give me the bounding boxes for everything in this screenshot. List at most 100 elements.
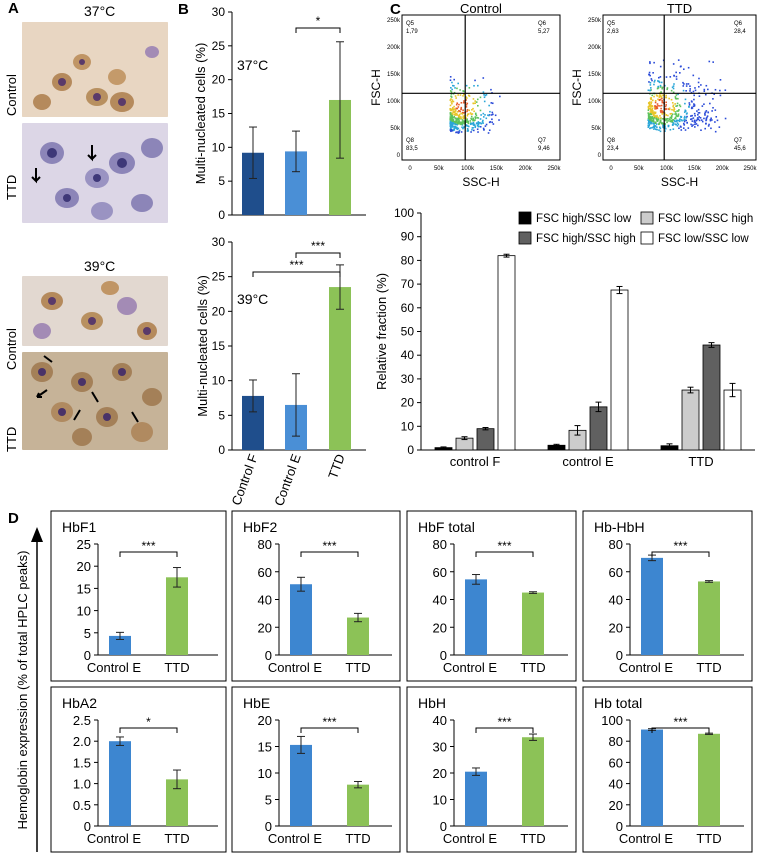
flow-point: [657, 76, 660, 79]
flow-point: [651, 79, 653, 82]
b-tick-label-0: 20: [212, 73, 226, 87]
flow-point: [462, 101, 465, 104]
flow-point: [461, 122, 464, 124]
flow-point: [650, 121, 653, 124]
b-tick-label-0: 15: [212, 107, 226, 121]
flow-point: [700, 119, 703, 121]
b-tick-label-0: 5: [218, 174, 225, 188]
flow-point: [474, 112, 477, 115]
flow-point: [477, 121, 480, 123]
c-legend-swatch-2: [518, 231, 532, 245]
flow-point: [457, 82, 459, 85]
flow-point: [650, 105, 652, 107]
flow-point: [652, 118, 655, 121]
flow-point: [656, 103, 659, 105]
flow-point: [703, 88, 706, 91]
flow-point: [652, 71, 654, 74]
flow-point: [709, 102, 711, 105]
flow-point: [451, 88, 453, 91]
d-x-label-3-1: TTD: [696, 660, 721, 675]
flow-point: [465, 96, 467, 98]
flow-point: [653, 128, 655, 130]
d-tick-label-3: 20: [609, 620, 623, 635]
d-sig-bracket-4: [119, 727, 178, 733]
flow-point: [653, 111, 655, 114]
flow-point: [467, 122, 470, 125]
flow-point: [465, 124, 468, 127]
flow-point: [474, 125, 477, 128]
flow-point: [673, 106, 675, 109]
d-x-label-2-0: Control E: [443, 660, 498, 675]
flow-point: [659, 130, 662, 133]
flow-point: [648, 113, 650, 115]
flow-point: [658, 80, 660, 83]
c-tick-label: 90: [401, 230, 415, 244]
flow-point: [460, 112, 463, 115]
flow-point: [675, 71, 677, 74]
flow-point: [483, 96, 486, 99]
flow-point: [690, 118, 693, 120]
flow-point: [454, 125, 456, 128]
flow-point: [670, 117, 673, 120]
flow-point: [719, 79, 722, 81]
c-bar-2-2: [702, 344, 721, 451]
flow-quadrant-value-0-2: 83,5: [406, 146, 418, 152]
d-bar-0-1: [166, 577, 188, 655]
flow-point: [466, 121, 468, 123]
flow-point: [695, 119, 698, 122]
flow-point: [455, 127, 458, 130]
flow-point: [665, 76, 668, 78]
flow-point: [697, 118, 700, 121]
flow-point: [693, 94, 695, 97]
flow-point: [686, 115, 688, 118]
flow-point: [676, 119, 678, 122]
b-bar-1-2: [329, 287, 351, 450]
flow-point: [667, 108, 670, 110]
flow-point: [693, 112, 696, 115]
flow-point: [673, 110, 675, 112]
d-tick-label-3: 0: [616, 648, 623, 663]
flow-point: [662, 94, 664, 96]
flow-quadrant-value-1-0: 2,63: [607, 29, 619, 35]
flow-point: [452, 84, 454, 87]
flow-point: [682, 81, 684, 84]
d-x-label-3-0: Control E: [619, 660, 674, 675]
flow-point: [704, 114, 706, 116]
c-ylabel: Relative fraction (%): [374, 273, 389, 390]
d-tick-label-0: 15: [77, 581, 91, 596]
flow-point: [457, 114, 460, 117]
flow-point: [455, 107, 458, 110]
b-tick-label-1: 30: [212, 235, 226, 249]
flow-point: [669, 120, 671, 123]
flow-point: [458, 123, 460, 125]
flow-point: [474, 100, 476, 102]
flow-point: [650, 119, 652, 121]
flow-point: [453, 108, 456, 110]
b-tick-label-0: 0: [218, 208, 225, 222]
d-sig-text-4: *: [146, 715, 151, 729]
d-tick-label-2: 40: [433, 593, 447, 608]
c-bar-2-3: [723, 389, 742, 451]
flow-point: [458, 117, 461, 120]
flow-point: [657, 104, 659, 107]
flow-point: [692, 74, 695, 77]
flow-point: [665, 96, 668, 99]
flow-point: [456, 87, 458, 90]
flow-point: [677, 114, 680, 117]
flow-point: [477, 123, 480, 126]
flow-point: [672, 91, 675, 94]
flow-point: [451, 81, 453, 84]
flow-point: [461, 113, 464, 115]
flow-point: [670, 112, 673, 115]
flow-point: [478, 122, 480, 124]
flow-point: [463, 93, 465, 96]
d-title-4: HbA2: [62, 695, 97, 711]
flow-point: [449, 126, 452, 129]
flow-point: [450, 124, 453, 126]
flow-point: [452, 128, 455, 131]
flow-point: [675, 114, 678, 117]
flow-point: [685, 116, 688, 119]
flow-point: [659, 110, 662, 112]
flow-point: [683, 115, 686, 118]
flow-point: [659, 120, 662, 122]
